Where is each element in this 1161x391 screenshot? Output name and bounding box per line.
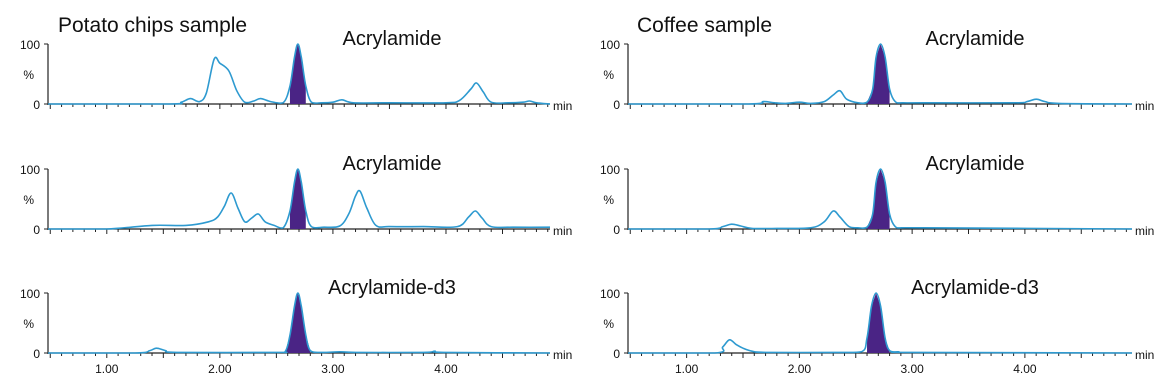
x-axis-label: min [553,224,572,238]
compound-label: Acrylamide [926,28,1025,50]
y-axis-label: % [603,317,614,331]
x-tick-label: 2.00 [208,362,232,376]
x-axis-label: min [1135,348,1154,362]
compound-label: Acrylamide [343,28,442,50]
x-tick-label: 3.00 [900,362,924,376]
coffee-title: Coffee sample [637,14,773,37]
integrated-peak-area [285,293,311,353]
integrated-peak-area [289,169,306,229]
y-tick-label: 0 [613,98,620,112]
compound-label: Acrylamide-d3 [328,277,456,299]
y-axis-label: % [603,68,614,82]
y-tick-label: 100 [600,287,620,301]
chromatogram-trace [48,292,551,354]
compound-label: Acrylamide [926,153,1025,175]
integrated-peak-area [867,293,890,353]
x-tick-label: 2.00 [788,362,812,376]
integrated-peak-area [289,44,306,104]
x-axis-label: min [1135,224,1154,238]
chromatogram-trace [627,43,1133,105]
x-tick-label: 3.00 [321,362,345,376]
y-tick-label: 0 [33,347,40,361]
y-axis-label: % [603,193,614,207]
y-tick-label: 0 [33,223,40,237]
x-tick-label: 1.00 [675,362,699,376]
x-axis-label: min [553,348,572,362]
y-axis-label: % [23,317,34,331]
y-tick-label: 0 [613,347,620,361]
y-axis-label: % [23,193,34,207]
x-tick-label: 4.00 [434,362,458,376]
x-axis-label: min [553,99,572,113]
y-axis-label: % [23,68,34,82]
y-tick-label: 100 [20,163,40,177]
potato-chips-title: Potato chips sample [58,14,248,37]
chromatogram-trace [627,168,1133,230]
y-tick-label: 0 [33,98,40,112]
chromatogram-trace [47,43,551,105]
x-tick-label: 1.00 [95,362,119,376]
x-axis-label: min [1135,99,1154,113]
y-tick-label: 100 [20,38,40,52]
x-tick-label: 4.00 [1013,362,1037,376]
y-tick-label: 100 [20,287,40,301]
y-tick-label: 0 [613,223,620,237]
chromatogram-trace [47,168,551,230]
compound-label: Acrylamide [343,153,442,175]
compound-label: Acrylamide-d3 [911,277,1039,299]
chromatogram-trace [628,292,1133,354]
y-tick-label: 100 [600,38,620,52]
y-tick-label: 100 [600,163,620,177]
